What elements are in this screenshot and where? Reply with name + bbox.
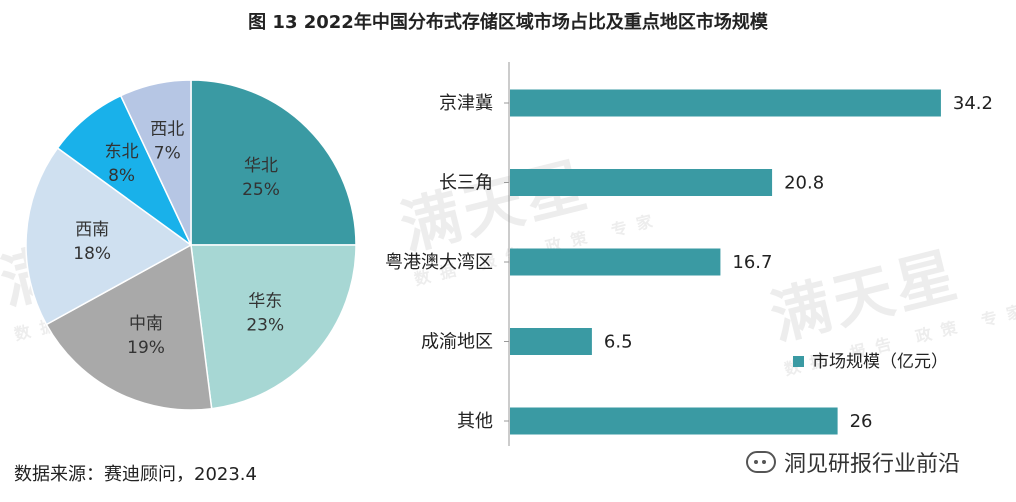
bar-value-label: 26 xyxy=(850,411,873,432)
bar-4 xyxy=(510,407,838,435)
data-source-note: 数据来源：赛迪顾问，2023.4 xyxy=(14,464,257,485)
pie-slice-label: 东北 xyxy=(105,142,139,162)
category-tick-label: 长三角 xyxy=(439,173,493,194)
pie-slice-label: 华东 xyxy=(248,291,282,311)
pie-slice-percent: 23% xyxy=(246,315,284,335)
category-tick-label: 其他 xyxy=(457,411,493,432)
pie-slice-0 xyxy=(190,79,357,246)
pie-slice-label: 华北 xyxy=(244,156,278,176)
pie-slice-percent: 19% xyxy=(127,338,165,358)
bar-value-label: 16.7 xyxy=(732,252,772,273)
legend-swatch xyxy=(793,356,804,367)
legend-label: 市场规模（亿元） xyxy=(812,352,948,372)
pie-slice-percent: 18% xyxy=(73,244,111,264)
pie-slice-percent: 25% xyxy=(242,180,280,200)
category-tick-label: 京津冀 xyxy=(439,93,493,114)
bar-2 xyxy=(510,248,721,276)
pie-slice-label: 西南 xyxy=(75,220,109,240)
pie-slice-5 xyxy=(119,79,192,246)
pie-slice-2 xyxy=(45,243,213,411)
pie-slice-label: 西北 xyxy=(150,120,184,140)
pie-slice-percent: 7% xyxy=(154,144,181,164)
pie-slice-3 xyxy=(25,146,193,326)
pie-chart: 华北 25% 华东 23% 中南 19% 西南 18% 东北 8% 西北 7% xyxy=(25,79,357,411)
chart-title: 图 13 2022年中国分布式存储区域市场占比及重点地区市场规模 xyxy=(248,12,768,33)
bar-chart: 京津冀 34.2 长三角 20.8 粤港澳大湾区 16.7 成渝地区 6.5 其他 26 市场规模（… xyxy=(385,62,993,446)
pie-slice-1 xyxy=(190,244,357,410)
category-tick-label: 成渝地区 xyxy=(421,332,493,353)
pie-slice-label: 中南 xyxy=(129,314,163,334)
bar-3 xyxy=(510,328,592,355)
wechat-account[interactable]: 洞见研报行业前沿 xyxy=(746,446,960,478)
category-tick-label: 粤港澳大湾区 xyxy=(385,252,493,273)
pie-slice-percent: 8% xyxy=(108,166,135,186)
wechat-account-label: 洞见研报行业前沿 xyxy=(784,452,961,477)
bar-value-label: 6.5 xyxy=(604,332,633,353)
wechat-icon xyxy=(746,451,776,473)
bar-0 xyxy=(510,89,941,117)
bar-value-label: 34.2 xyxy=(953,93,993,114)
bar-value-label: 20.8 xyxy=(784,173,824,194)
bar-1 xyxy=(510,169,773,196)
